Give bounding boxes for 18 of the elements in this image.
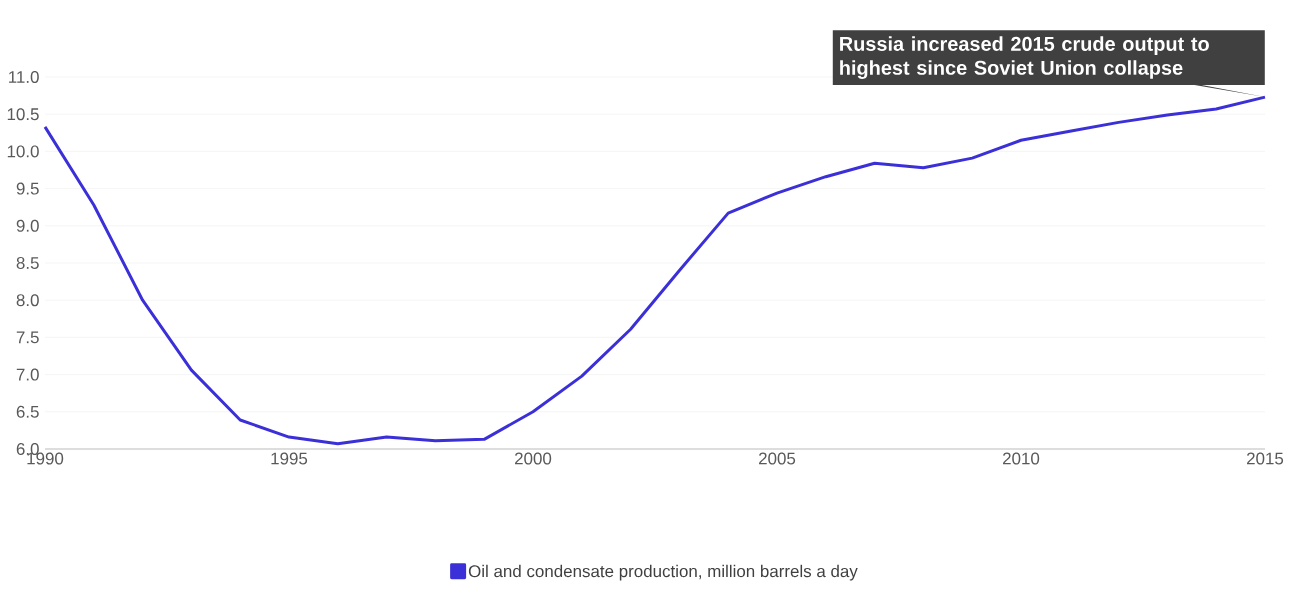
x-tick-label: 2010	[1003, 452, 1040, 465]
y-tick-label: 7.0	[16, 368, 39, 381]
x-tick-label: 2005	[759, 452, 796, 465]
line-series	[43, 95, 1267, 446]
y-tick-label: 10.5	[7, 108, 39, 121]
y-tick-label: 11.0	[9, 71, 39, 83]
y-tick-label: 7.5	[16, 331, 39, 344]
y-tick-label: 6.5	[16, 405, 39, 418]
y-tick-label: 8.0	[16, 294, 39, 307]
y-tick-label: 8.5	[16, 257, 39, 269]
y-tick-label: 10.0	[7, 145, 39, 158]
x-tick-label: 1995	[271, 452, 308, 465]
annotation: Russia increased 2015 crude output to highest since Soviet Union collapse	[840, 36, 1209, 79]
x-tick-label: 2015	[1247, 452, 1284, 465]
y-tick-label: 9.0	[16, 219, 39, 232]
x-tick-label: 2000	[515, 452, 552, 465]
y-tick-label: 9.5	[16, 182, 39, 195]
legend-label: Oil and condensate production, million barrels a day	[468, 564, 858, 581]
